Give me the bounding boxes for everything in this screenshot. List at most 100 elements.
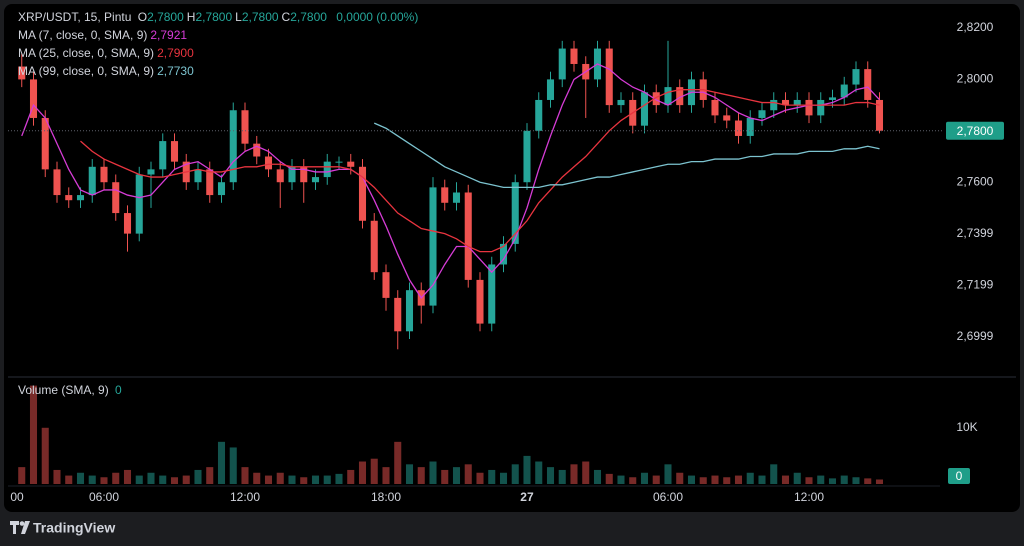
candle-body xyxy=(805,99,813,116)
candle-body xyxy=(276,169,284,183)
y-tick-label: 2,8200 xyxy=(957,20,994,34)
y-tick-label: 2,7399 xyxy=(957,226,994,240)
symbol: XRP/USDT, 15, Pintu xyxy=(18,10,132,24)
volume-bar xyxy=(687,475,696,484)
volume-bar xyxy=(76,472,85,484)
x-tick-label: 00 xyxy=(10,490,24,504)
volume-bar xyxy=(182,475,190,484)
candle-body xyxy=(29,79,38,118)
ohlc-value: 2,7800 xyxy=(241,10,279,24)
volume-bar xyxy=(276,472,284,484)
candle-body xyxy=(53,169,61,196)
volume-bar xyxy=(41,427,49,484)
volume-bar xyxy=(699,477,707,484)
volume-bar xyxy=(335,473,343,484)
volume-bar xyxy=(100,477,108,484)
header-row: XRP/USDT, 15, Pintu O2,7800 H2,7800 L2,780… xyxy=(18,8,421,26)
candle-body xyxy=(194,169,202,183)
candle-body xyxy=(206,169,214,196)
ohlc-value: 2,7800 xyxy=(195,10,233,24)
volume-bar xyxy=(793,472,801,484)
volume-bar xyxy=(288,475,296,484)
candle-body xyxy=(229,110,237,183)
y2-tick-label: 10K xyxy=(956,420,977,434)
volume-bar xyxy=(676,472,684,484)
x-tick-label: 06:00 xyxy=(89,490,119,504)
brand: TradingView xyxy=(33,520,115,536)
volume-bar xyxy=(805,477,813,484)
volume-bar xyxy=(570,464,578,484)
candle-body xyxy=(41,117,49,170)
candle-body xyxy=(488,264,496,324)
logo xyxy=(10,521,30,534)
x-tick-label: 06:00 xyxy=(653,490,683,504)
volume-bar xyxy=(770,464,778,484)
legend-value: 2,7921 xyxy=(150,28,188,42)
volume-bar xyxy=(605,473,613,484)
volume-bar xyxy=(300,477,308,484)
volume-bar xyxy=(88,475,96,484)
volume-bar xyxy=(617,475,625,484)
ohlc: O2,7800 H2,7800 L2,7800 C2,7800 xyxy=(138,10,330,24)
candle-body xyxy=(734,120,743,136)
volume-bar xyxy=(405,464,414,484)
volume-bar xyxy=(464,464,472,484)
price-badge-label: 2,7800 xyxy=(957,124,994,138)
volume-bar xyxy=(723,477,731,484)
candle-body xyxy=(511,182,519,244)
ma-line xyxy=(21,63,880,299)
candle-body xyxy=(464,192,472,280)
ma-line xyxy=(373,122,880,189)
candle-body xyxy=(605,48,613,106)
volume-bar xyxy=(758,475,766,484)
volume-bar xyxy=(229,447,237,484)
candle-body xyxy=(570,48,578,64)
y-tick-label: 2,7199 xyxy=(957,277,994,291)
candle-body xyxy=(746,117,754,136)
candle-body xyxy=(335,161,343,163)
candle-body xyxy=(300,166,308,183)
candle-body xyxy=(311,177,320,183)
candle-body xyxy=(18,66,26,80)
candle-body xyxy=(112,182,120,214)
candle-body xyxy=(640,92,649,126)
volume-badge-label: 0 xyxy=(956,469,963,483)
candle-body xyxy=(264,156,273,170)
volume-bar xyxy=(382,467,390,484)
ohlc-value: 2,7800 xyxy=(290,10,327,24)
volume-bar xyxy=(18,467,26,484)
candle-body xyxy=(676,87,684,106)
volume-bar xyxy=(394,441,402,484)
candle-body xyxy=(347,161,355,167)
volume-bar xyxy=(840,475,848,484)
volume-bar xyxy=(864,478,872,484)
volume-bar xyxy=(170,477,179,484)
change: 0,0000 (0.00%) xyxy=(336,10,419,24)
candle-body xyxy=(770,99,778,111)
volume-bar xyxy=(358,461,367,484)
volume-bar xyxy=(488,469,496,484)
volume-bar xyxy=(123,469,132,484)
legend-entry: MA (7, close, 0, SMA, 9) 2,7921 xyxy=(18,26,190,44)
volume-bar xyxy=(875,479,884,484)
volume-bar xyxy=(629,477,637,484)
y-tick-label: 2,7600 xyxy=(957,174,994,188)
candle-body xyxy=(123,213,132,234)
candle-body xyxy=(323,161,331,178)
volume-bar xyxy=(593,469,602,484)
volume-bar xyxy=(53,469,61,484)
volume-bar xyxy=(417,467,425,484)
candle-body xyxy=(840,84,848,98)
volume-bar xyxy=(828,478,837,484)
x-tick-label: 18:00 xyxy=(371,490,401,504)
volume-bar xyxy=(194,469,202,484)
volume-legend: Volume (SMA, 9) 0 xyxy=(18,381,125,399)
volume-bar xyxy=(535,461,543,484)
ma-line xyxy=(80,89,880,253)
volume-bar xyxy=(370,458,378,484)
legend-value: 2,7900 xyxy=(157,46,194,60)
candle-body xyxy=(429,187,437,306)
volume-bar xyxy=(711,475,719,484)
legend-entry: MA (25, close, 0, SMA, 9) 2,7900 xyxy=(18,44,197,62)
